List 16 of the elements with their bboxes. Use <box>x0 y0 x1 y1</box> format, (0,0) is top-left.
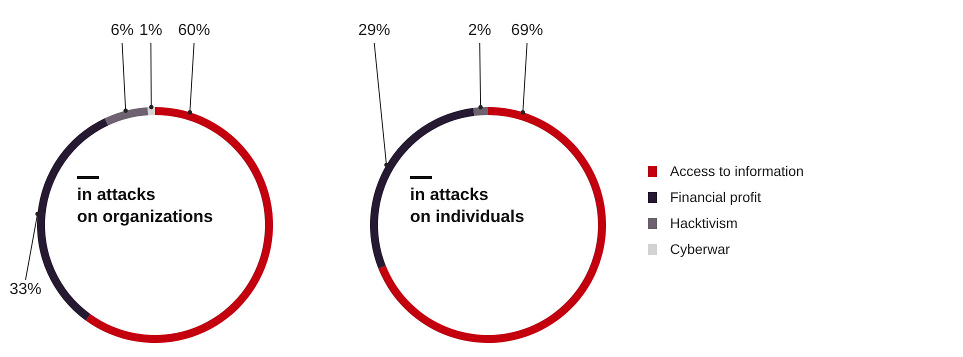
data-label: 69% <box>511 22 544 39</box>
data-label: 33% <box>10 280 42 298</box>
donut-slice <box>473 107 488 116</box>
text: in attacks on individuals <box>410 185 524 226</box>
legend-label: Access to information <box>670 163 804 179</box>
data-label: 60% <box>178 22 210 39</box>
text: in attacks on organizations <box>77 185 213 226</box>
data-label: 1% <box>139 22 162 39</box>
legend-label: Cyberwar <box>670 241 730 257</box>
data-label: 29% <box>358 22 390 39</box>
legend-label: Hacktivism <box>670 215 738 231</box>
data-label: 2% <box>468 22 492 39</box>
data-label: 6% <box>110 22 134 39</box>
legend-label: Financial profit <box>670 189 762 205</box>
donut-slice <box>104 107 148 126</box>
donut-slice <box>378 107 606 343</box>
